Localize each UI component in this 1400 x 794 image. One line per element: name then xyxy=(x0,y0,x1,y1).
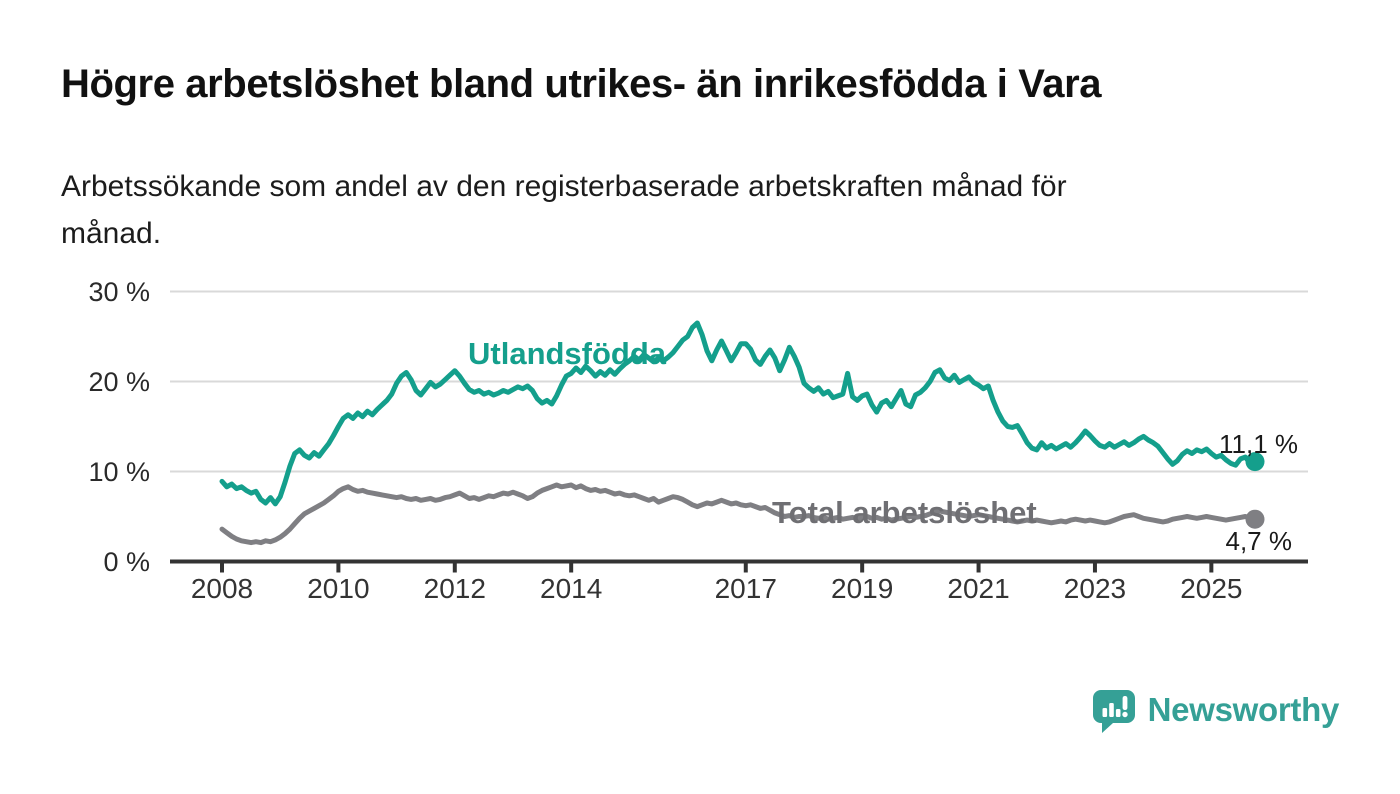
x-tick-label: 2021 xyxy=(947,573,1010,604)
series-label-total-arbetsloshet: Total arbetslöshet xyxy=(772,495,1037,530)
x-tick-label: 2010 xyxy=(307,573,370,604)
page-title: Högre arbetslöshet bland utrikes- än inr… xyxy=(61,62,1102,106)
x-tick-label: 2023 xyxy=(1063,573,1127,604)
y-tick-label: 30 % xyxy=(88,276,150,307)
series-label-utlandsfodda: Utlandsfödda xyxy=(468,336,667,371)
x-tick-label: 2017 xyxy=(714,573,777,604)
x-tick-label: 2012 xyxy=(423,573,486,604)
newsworthy-wordmark: Newsworthy xyxy=(1147,691,1340,728)
x-tick-label: 2014 xyxy=(540,573,603,604)
end-value-total: 4,7 % xyxy=(1225,526,1293,556)
x-tick-label: 2019 xyxy=(831,573,894,604)
newsworthy-logo: Newsworthy xyxy=(1090,684,1339,736)
y-tick-label: 0 % xyxy=(103,546,150,577)
chart-subtitle: Arbetssökande som andel av den registerb… xyxy=(61,170,1067,250)
x-tick-label: 2008 xyxy=(190,573,254,604)
newsworthy-logo-icon xyxy=(1092,689,1135,733)
y-tick-label: 10 % xyxy=(88,456,150,487)
end-value-utlandsfodda: 11,1 % xyxy=(1218,429,1298,459)
x-tick-label: 2025 xyxy=(1180,573,1243,604)
y-tick-label: 20 % xyxy=(88,366,150,397)
